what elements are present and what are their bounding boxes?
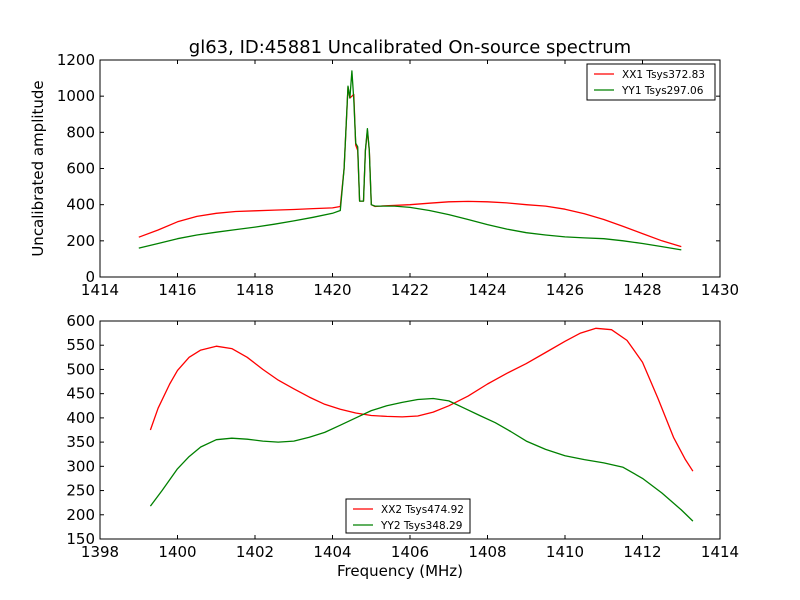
x-tick-label: 1426 [546, 281, 584, 299]
y-tick-label: 300 [66, 457, 95, 475]
y-tick-label: 0 [85, 268, 95, 286]
x-tick-label: 1422 [391, 281, 429, 299]
legend-label: XX2 Tsys474.92 [381, 504, 464, 516]
x-tick-label: 1428 [623, 281, 661, 299]
subplot-1: 1414 1416 1418 1420 1422 1424 1426 1428 1430 0 200… [29, 51, 739, 299]
x-tick-label: 1404 [313, 543, 351, 561]
x-tick-label: 1416 [158, 281, 196, 299]
x-tick-label: 1410 [546, 543, 584, 561]
chart-title: gl63, ID:45881 Uncalibrated On-source sp… [189, 37, 631, 58]
x-tick-label: 1400 [158, 543, 196, 561]
y-tick-label: 400 [66, 196, 95, 214]
x-tick-label: 1414 [81, 281, 119, 299]
legend-2: XX2 Tsys474.92 YY2 Tsys348.29 [345, 498, 471, 534]
legend-box [345, 498, 471, 534]
x-tick-label: 1408 [468, 543, 506, 561]
y-tick-label: 400 [66, 409, 95, 427]
y-tick-label: 1000 [57, 87, 95, 105]
x-tick-label: 1418 [236, 281, 274, 299]
legend-box [586, 63, 716, 101]
series-line-2-1 [149, 327, 694, 472]
y-tick-label: 800 [66, 123, 95, 141]
y-tick-label: 600 [66, 312, 95, 330]
x-tick-label: 1424 [468, 281, 506, 299]
legend-label: XX1 Tsys372.83 [622, 69, 705, 81]
y-tick-label: 550 [66, 336, 95, 354]
series-line-2-2 [149, 397, 694, 522]
y-axis-label: Uncalibrated amplitude [29, 80, 47, 256]
y-tick-label: 600 [66, 160, 95, 178]
charts-group: 1414 1416 1418 1420 1422 1424 1426 1428 1430 0 200… [29, 51, 739, 580]
x-tick-label: 1420 [313, 281, 351, 299]
legend-label: YY1 Tsys297.06 [621, 85, 704, 97]
y-tick-label: 500 [66, 360, 95, 378]
x-axis-label: Frequency (MHz) [337, 562, 463, 580]
y-tick-label: 200 [66, 232, 95, 250]
series-line-1-2 [138, 70, 682, 251]
x-tick-label: 1414 [701, 543, 739, 561]
x-tick-label: 1402 [236, 543, 274, 561]
y-tick-label: 450 [66, 385, 95, 403]
x-tick-label: 1398 [81, 543, 119, 561]
y-tick-label: 1200 [57, 51, 95, 69]
y-tick-label: 250 [66, 482, 95, 500]
y-tick-label: 350 [66, 433, 95, 451]
y-tick-label: 200 [66, 506, 95, 524]
legend-1: XX1 Tsys372.83 YY1 Tsys297.06 [586, 63, 716, 101]
y-tick-label: 150 [66, 530, 95, 548]
x-tick-label: 1430 [701, 281, 739, 299]
legend-label: YY2 Tsys348.29 [380, 520, 462, 532]
x-tick-label: 1406 [391, 543, 429, 561]
subplot-2: 1398 1400 1402 1404 1406 1408 1410 1412 1414 150 2… [66, 312, 739, 580]
x-tick-label: 1412 [623, 543, 661, 561]
